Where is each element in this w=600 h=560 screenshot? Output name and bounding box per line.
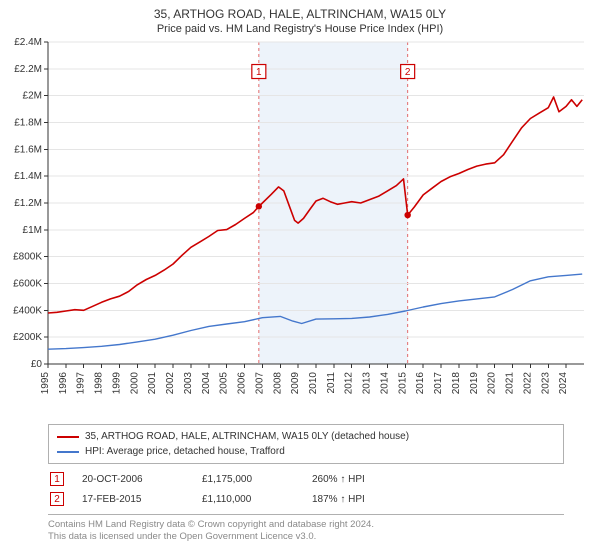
sale-date: 17-FEB-2015 (82, 494, 202, 505)
svg-text:£600K: £600K (13, 279, 42, 290)
legend: 35, ARTHOG ROAD, HALE, ALTRINCHAM, WA15 … (48, 424, 564, 464)
title-line-1: 35, ARTHOG ROAD, HALE, ALTRINCHAM, WA15 … (0, 6, 600, 22)
svg-text:2023: 2023 (540, 372, 551, 395)
svg-text:2002: 2002 (165, 372, 176, 395)
svg-text:2003: 2003 (183, 372, 194, 395)
svg-text:2021: 2021 (505, 372, 516, 395)
svg-text:2011: 2011 (326, 372, 337, 394)
attribution: Contains HM Land Registry data © Crown c… (48, 514, 564, 544)
svg-text:£1M: £1M (23, 225, 42, 236)
svg-text:2006: 2006 (237, 372, 248, 395)
svg-text:2005: 2005 (219, 372, 230, 395)
svg-text:1998: 1998 (94, 372, 105, 395)
sale-marker-icon: 2 (50, 492, 64, 506)
svg-text:£2.2M: £2.2M (14, 64, 42, 75)
svg-text:2018: 2018 (451, 372, 462, 395)
svg-text:£800K: £800K (13, 252, 42, 263)
legend-label: 35, ARTHOG ROAD, HALE, ALTRINCHAM, WA15 … (85, 431, 409, 442)
svg-text:£1.6M: £1.6M (14, 144, 42, 155)
svg-text:£400K: £400K (13, 305, 42, 316)
svg-text:1999: 1999 (111, 372, 122, 395)
sale-hpi: 187% ↑ HPI (312, 494, 452, 505)
svg-text:2022: 2022 (522, 372, 533, 395)
svg-text:1: 1 (256, 67, 262, 78)
sale-row: 2 17-FEB-2015 £1,110,000 187% ↑ HPI (48, 490, 564, 508)
legend-label: HPI: Average price, detached house, Traf… (85, 446, 285, 457)
svg-text:2017: 2017 (433, 372, 444, 395)
title-line-2: Price paid vs. HM Land Registry's House … (0, 22, 600, 37)
svg-text:2019: 2019 (469, 372, 480, 395)
svg-text:1997: 1997 (76, 372, 87, 395)
legend-swatch-red (57, 436, 79, 438)
sale-marker-icon: 1 (50, 472, 64, 486)
svg-text:2014: 2014 (379, 372, 390, 395)
svg-text:2020: 2020 (487, 372, 498, 395)
sale-hpi: 260% ↑ HPI (312, 474, 452, 485)
below-chart: 35, ARTHOG ROAD, HALE, ALTRINCHAM, WA15 … (48, 424, 564, 544)
svg-text:2024: 2024 (558, 372, 569, 395)
chart-title: 35, ARTHOG ROAD, HALE, ALTRINCHAM, WA15 … (0, 0, 600, 41)
sales-table: 1 20-OCT-2006 £1,175,000 260% ↑ HPI 2 17… (48, 470, 564, 508)
svg-text:2001: 2001 (147, 372, 158, 395)
attribution-line: This data is licensed under the Open Gov… (48, 531, 564, 543)
svg-text:2015: 2015 (397, 372, 408, 395)
svg-text:£2M: £2M (23, 91, 42, 102)
svg-text:1995: 1995 (40, 372, 51, 395)
svg-text:2012: 2012 (344, 372, 355, 395)
svg-text:2010: 2010 (308, 372, 319, 395)
svg-text:2007: 2007 (254, 372, 265, 395)
chart-svg: £0 £200K £400K £600K £800K £1M £1.2M £1.4M £1.6M… (0, 38, 600, 416)
svg-text:2000: 2000 (129, 372, 140, 395)
svg-text:2: 2 (405, 67, 411, 78)
sale-row: 1 20-OCT-2006 £1,175,000 260% ↑ HPI (48, 470, 564, 488)
svg-text:2016: 2016 (415, 372, 426, 395)
attribution-line: Contains HM Land Registry data © Crown c… (48, 519, 564, 531)
svg-text:1996: 1996 (58, 372, 69, 395)
sale-price: £1,110,000 (202, 494, 312, 505)
svg-text:£0: £0 (31, 359, 43, 370)
svg-text:2013: 2013 (362, 372, 373, 395)
svg-text:£1.2M: £1.2M (14, 198, 42, 209)
svg-text:£1.8M: £1.8M (14, 118, 42, 129)
chart: £0 £200K £400K £600K £800K £1M £1.2M £1.4M £1.6M… (0, 38, 600, 416)
svg-text:2008: 2008 (272, 372, 283, 395)
svg-text:£200K: £200K (13, 332, 42, 343)
legend-swatch-blue (57, 451, 79, 453)
legend-item: 35, ARTHOG ROAD, HALE, ALTRINCHAM, WA15 … (57, 429, 555, 444)
svg-text:2004: 2004 (201, 372, 212, 395)
svg-text:2009: 2009 (290, 372, 301, 395)
legend-item: HPI: Average price, detached house, Traf… (57, 444, 555, 459)
svg-text:£2.4M: £2.4M (14, 38, 42, 48)
root: 35, ARTHOG ROAD, HALE, ALTRINCHAM, WA15 … (0, 0, 600, 560)
sale-date: 20-OCT-2006 (82, 474, 202, 485)
svg-text:£1.4M: £1.4M (14, 171, 42, 182)
sale-price: £1,175,000 (202, 474, 312, 485)
